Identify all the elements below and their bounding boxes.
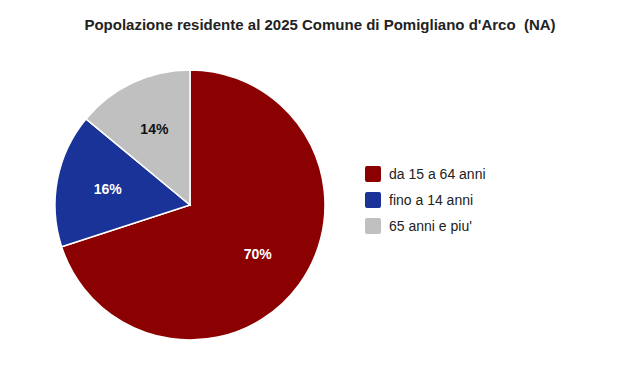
pie: [55, 70, 325, 340]
data-label: 14%: [140, 121, 169, 137]
chart: Popolazione residente al 2025 Comune di …: [0, 0, 640, 370]
pie-slice: [86, 70, 190, 205]
legend-swatch: [365, 192, 381, 208]
background: [0, 0, 640, 370]
legend: da 15 a 64 anni fino a 14 anni 65 anni e p…: [365, 166, 486, 234]
data-label: 16%: [94, 181, 123, 197]
title: Popolazione residente al 2025 Comune di …: [84, 16, 555, 33]
legend-swatch: [365, 166, 381, 182]
legend-label: fino a 14 anni: [389, 192, 473, 208]
chart-container: Popolazione residente al 2025 Comune di …: [0, 0, 640, 370]
data-label: 70%: [244, 246, 273, 262]
data-labels: 70% 16% 14%: [94, 121, 273, 262]
legend-label: 65 anni e piu': [389, 218, 472, 234]
legend-label: da 15 a 64 anni: [389, 166, 486, 182]
legend-swatch: [365, 218, 381, 234]
